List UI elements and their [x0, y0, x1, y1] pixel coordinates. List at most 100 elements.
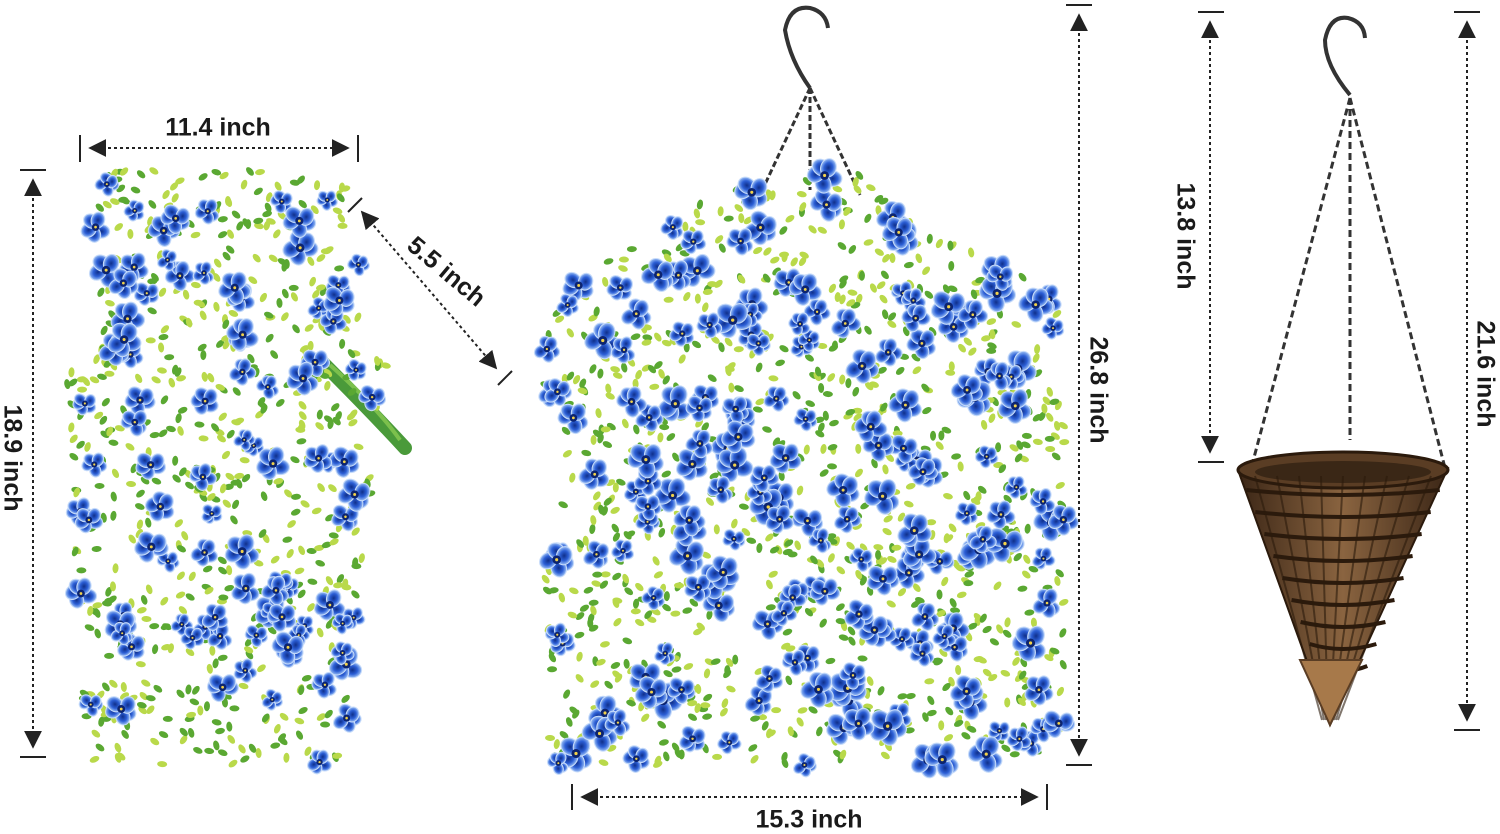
leaf-icon	[342, 578, 349, 589]
leaf-icon	[352, 557, 359, 568]
flower-icon	[584, 322, 621, 360]
leaf-icon	[109, 581, 116, 592]
leaf-icon	[711, 336, 720, 344]
flower-icon	[834, 505, 862, 534]
leaf-icon	[880, 270, 889, 280]
flower-icon	[685, 395, 713, 423]
leaf-icon	[1045, 412, 1054, 422]
leaf-icon	[597, 368, 604, 379]
leaf-icon	[236, 221, 244, 231]
leaf-icon	[977, 485, 987, 494]
leaf-icon	[158, 342, 165, 353]
flower-icon	[967, 736, 1003, 773]
leaf-icon	[296, 438, 307, 445]
leaf-icon	[1004, 617, 1011, 628]
leaf-icon	[351, 527, 360, 536]
flower-icon	[1029, 488, 1056, 515]
leaf-icon	[141, 615, 152, 622]
leaf-icon	[182, 289, 190, 300]
flower-icon	[765, 505, 794, 534]
leaf-icon	[304, 746, 312, 756]
leaf-icon	[151, 477, 162, 485]
leaf-icon	[1018, 670, 1027, 680]
leaf-icon	[659, 739, 669, 746]
leaf-icon	[713, 524, 720, 535]
leaf-icon	[217, 556, 227, 565]
leaf-icon	[307, 340, 314, 351]
leaf-icon	[229, 705, 240, 712]
leaf-icon	[160, 395, 169, 405]
leaf-icon	[921, 383, 930, 392]
flower-icon	[809, 188, 843, 222]
leaf-icon	[888, 312, 897, 321]
leaf-icon	[110, 491, 117, 502]
leaf-icon	[145, 517, 152, 528]
leaf-icon	[855, 443, 862, 454]
leaf-icon	[558, 501, 568, 509]
leaf-icon	[576, 539, 585, 548]
leaf-icon	[73, 487, 81, 498]
leaf-icon	[347, 388, 357, 396]
flower-icon	[206, 674, 239, 703]
flower-icon	[667, 677, 696, 705]
leaf-icon	[298, 199, 307, 209]
leaf-icon	[853, 185, 862, 194]
leaf-icon	[623, 531, 632, 540]
leaf-icon	[94, 628, 101, 639]
leaf-icon	[781, 758, 789, 768]
leaf-icon	[1059, 439, 1070, 446]
flower-icon	[717, 731, 742, 755]
flower-icon	[190, 538, 218, 567]
leaf-icon	[1032, 438, 1043, 445]
leaf-icon	[1041, 403, 1048, 414]
leaf-icon	[828, 344, 839, 352]
leaf-icon	[979, 613, 987, 623]
leaf-icon	[575, 674, 584, 683]
leaf-icon	[734, 204, 744, 212]
leaf-icon	[145, 695, 156, 702]
leaf-icon	[646, 616, 657, 623]
leaf-icon	[1018, 272, 1027, 282]
leaf-icon	[980, 419, 988, 430]
leaf-icon	[100, 325, 108, 336]
leaf-icon	[839, 749, 847, 760]
leaf-icon	[781, 252, 788, 263]
leaf-icon	[624, 587, 634, 596]
leaf-icon	[599, 580, 609, 589]
leaf-icon	[248, 276, 258, 285]
leaf-icon	[281, 261, 288, 272]
leaf-icon	[162, 190, 170, 200]
leaf-icon	[644, 610, 653, 619]
leaf-icon	[986, 318, 997, 325]
leaf-icon	[244, 646, 254, 654]
leaf-icon	[982, 668, 992, 677]
leaf-icon	[217, 216, 228, 223]
leaf-icon	[226, 565, 233, 576]
leaf-icon	[1049, 647, 1060, 655]
leaf-icon	[275, 398, 285, 407]
leaf-icon	[766, 729, 776, 737]
leaf-icon	[641, 713, 650, 722]
flower-icon	[224, 534, 260, 570]
leaf-icon	[905, 692, 916, 700]
leaf-icon	[126, 480, 137, 487]
leaf-icon	[852, 177, 859, 187]
flower-icon	[806, 158, 843, 194]
leaf-icon	[176, 571, 185, 580]
leaf-icon	[317, 483, 325, 492]
leaf-icon	[158, 334, 169, 341]
leaf-icon	[253, 187, 263, 196]
leaf-icon	[202, 565, 213, 573]
leaf-icon	[926, 519, 937, 526]
flower-icon	[888, 388, 922, 423]
leaf-icon	[106, 426, 114, 437]
flower-icon	[160, 204, 190, 234]
leaf-icon	[897, 693, 908, 700]
leaf-icon	[579, 378, 587, 388]
leaf-icon	[755, 362, 763, 373]
flower-icon	[788, 273, 822, 306]
leaf-icon	[734, 385, 744, 392]
leaf-icon	[963, 490, 971, 501]
flower-icon	[557, 403, 589, 435]
leaf-icon	[332, 752, 343, 759]
